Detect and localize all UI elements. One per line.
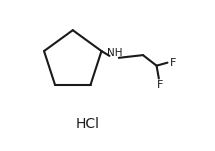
Text: F: F [170,58,176,68]
Text: NH: NH [107,48,122,58]
Text: HCl: HCl [76,117,100,131]
Text: F: F [156,80,163,90]
